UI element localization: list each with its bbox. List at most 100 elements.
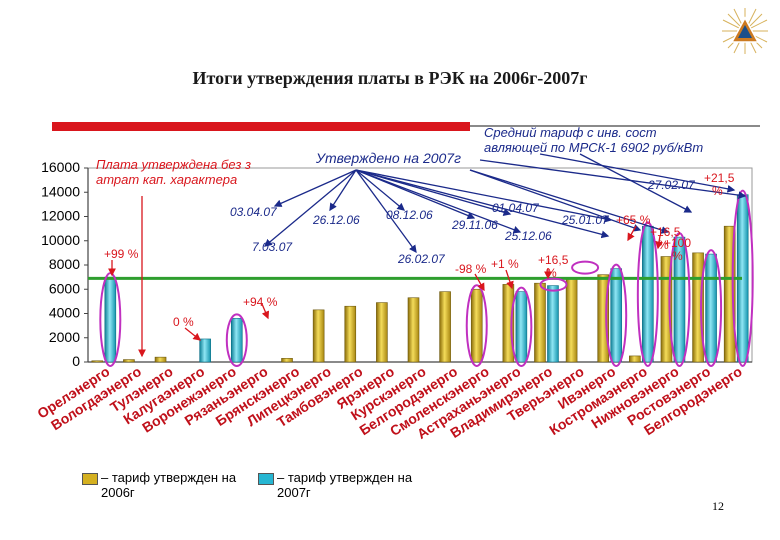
- y-tick-label: 0: [72, 353, 80, 369]
- data-label: +94 %: [243, 295, 278, 309]
- annotation-arrow-red: [474, 273, 485, 292]
- annotation-arrow: [355, 169, 613, 223]
- annotation-arrow: [355, 169, 610, 239]
- annotation-arrow: [355, 169, 417, 254]
- bar-2006: [660, 256, 673, 363]
- data-label: 26.02.07: [397, 252, 446, 266]
- data-label: +16,5%: [538, 253, 569, 280]
- annotation-arrow: [355, 169, 405, 211]
- bar-2006: [629, 355, 641, 363]
- data-label: +16,5%: [650, 225, 681, 252]
- y-tick-label: 2000: [49, 329, 80, 345]
- data-label: +21,5%: [704, 171, 735, 198]
- legend-item-2007: – тариф утвержден на 2007г: [258, 470, 447, 500]
- bar-2007: [610, 268, 623, 363]
- y-tick-label: 14000: [41, 183, 80, 199]
- title-underline-red: [52, 122, 470, 131]
- bar-2006: [312, 309, 325, 363]
- bar-2006: [470, 288, 483, 363]
- annotation-arrow: [579, 153, 693, 213]
- annotation-arrow: [469, 169, 642, 232]
- data-label: +99 %: [104, 247, 139, 261]
- bar-2006: [91, 360, 104, 363]
- note-avg-tariff: Средний тариф с инв. сост авляющей по МРС…: [484, 125, 703, 155]
- data-label: 01.04.07: [492, 201, 540, 215]
- highlight-ellipse: [605, 263, 628, 368]
- bar-2006: [723, 225, 736, 363]
- highlight-ellipse: [465, 284, 488, 367]
- data-label: 25.12.06: [504, 229, 552, 243]
- bar-2007: [642, 225, 654, 363]
- annotation-arrow: [273, 169, 357, 207]
- page-number: 12: [712, 499, 724, 513]
- note-no-capex: Плата утверждена без з атрат кап. характе…: [96, 157, 251, 187]
- y-tick-label: 4000: [49, 305, 80, 321]
- bar-2006: [344, 305, 357, 363]
- y-tick-label: 10000: [41, 232, 80, 248]
- highlight-ellipse: [510, 286, 533, 367]
- legend-item-2006: – тариф утвержден на 2006г: [82, 470, 271, 500]
- data-label: 03.04.07: [230, 205, 278, 219]
- highlight-ellipse: [571, 260, 600, 275]
- annotation-arrow-red: [655, 235, 663, 250]
- legend-label-2006: – тариф утвержден на 2006г: [101, 470, 237, 500]
- bar-2006: [692, 252, 704, 363]
- data-label: 0 %: [173, 315, 194, 329]
- legend-label-2007: – тариф утвержден на 2007г: [277, 470, 413, 500]
- bar-2006: [534, 282, 546, 363]
- data-label: 26.12.06: [312, 213, 360, 227]
- data-label: 27.02.07: [647, 178, 696, 192]
- bar-2007: [515, 291, 528, 363]
- bar-2007: [230, 318, 243, 363]
- data-label: 08.12.06: [386, 208, 433, 222]
- annotation-arrow: [479, 159, 747, 199]
- legend-swatch-2007: [258, 472, 274, 485]
- legend-swatch-2006: [82, 472, 98, 485]
- highlight-ellipse: [700, 249, 723, 368]
- annotation-arrow-red: [184, 327, 202, 341]
- bar-2006: [439, 291, 451, 363]
- bar-2006: [597, 274, 610, 363]
- y-tick-label: 12000: [41, 208, 80, 224]
- data-label: 25.01.07: [561, 213, 610, 227]
- bar-2006: [281, 358, 293, 363]
- data-label: 29.11.06: [451, 218, 498, 232]
- data-label: +65 %: [616, 213, 651, 227]
- bar-2007: [705, 253, 717, 363]
- bar-2006: [123, 359, 135, 363]
- bar-2006: [407, 297, 420, 363]
- bar-2006: [376, 302, 388, 363]
- annotation-arrow: [539, 153, 736, 193]
- bar-2007: [673, 236, 686, 363]
- y-tick-label: 6000: [49, 280, 80, 296]
- page-title: Итоги утверждения платы в РЭК на 2006г-2…: [192, 68, 588, 88]
- data-label: +1 %: [491, 257, 519, 271]
- y-tick-label: 16000: [41, 159, 80, 175]
- bar-2006: [565, 278, 578, 363]
- annotation-arrow: [355, 169, 522, 234]
- annotation-arrow-red: [261, 303, 270, 320]
- plot-area: [87, 167, 753, 363]
- company-logo: [722, 8, 768, 54]
- bar-2007: [199, 338, 211, 363]
- highlight-ellipse: [636, 221, 659, 368]
- annotation-arrow: [469, 169, 670, 234]
- annotation-arrow-red: [505, 269, 514, 290]
- bar-2007: [547, 285, 559, 363]
- highlight-ellipse: [731, 189, 754, 367]
- highlight-ellipse: [539, 277, 568, 292]
- annotation-arrow: [329, 169, 357, 212]
- highlight-ellipse: [225, 313, 248, 367]
- data-label: -98 %: [455, 262, 487, 276]
- data-label: +100%: [664, 236, 691, 263]
- annotation-arrow-red: [627, 225, 637, 242]
- title-underline-gray: [470, 125, 760, 127]
- data-label: 7.03.07: [252, 240, 293, 254]
- annotation-arrow: [264, 169, 357, 247]
- note-approved-2007: Утверждено на 2007г: [315, 150, 461, 166]
- y-tick-label: 8000: [49, 256, 80, 272]
- bar-2007: [104, 276, 117, 363]
- bar-2006: [154, 356, 167, 363]
- highlight-ellipse: [668, 232, 691, 367]
